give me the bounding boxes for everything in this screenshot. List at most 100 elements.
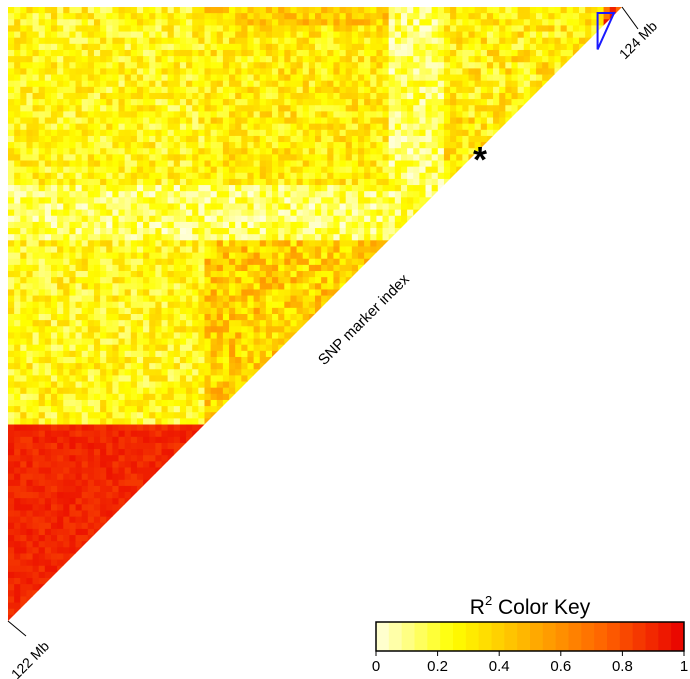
- heatmap-cell: [382, 37, 390, 45]
- heatmap-cell: [284, 332, 291, 339]
- heatmap-cell: [284, 271, 291, 278]
- heatmap-cell: [222, 332, 230, 339]
- heatmap-cell: [38, 541, 46, 548]
- heatmap-cell: [308, 191, 316, 198]
- heatmap-cell: [370, 221, 377, 229]
- heatmap-cell: [44, 117, 52, 125]
- heatmap-cell: [198, 338, 205, 346]
- heatmap-cell: [247, 258, 254, 266]
- heatmap-cell: [278, 277, 285, 284]
- heatmap-cell: [69, 105, 76, 112]
- heatmap-cell: [38, 7, 46, 14]
- heatmap-cell: [284, 49, 291, 57]
- heatmap-cell: [407, 92, 414, 100]
- heatmap-cell: [161, 332, 169, 339]
- heatmap-cell: [278, 31, 285, 39]
- heatmap-cell: [93, 7, 101, 14]
- heatmap-cell: [100, 148, 107, 155]
- heatmap-cell: [32, 166, 40, 174]
- heatmap-cell: [253, 369, 261, 376]
- heatmap-cell: [253, 185, 261, 192]
- heatmap-cell: [44, 203, 52, 211]
- heatmap-cell: [136, 332, 144, 339]
- heatmap-cell: [192, 258, 199, 266]
- heatmap-cell: [382, 111, 390, 118]
- heatmap-cell: [161, 301, 169, 309]
- heatmap-cell: [345, 191, 353, 198]
- heatmap-cell: [186, 92, 193, 100]
- heatmap-cell: [321, 7, 328, 14]
- heatmap-cell: [198, 105, 205, 112]
- heatmap-cell: [198, 92, 205, 100]
- heatmap-cell: [480, 74, 488, 82]
- heatmap-cell: [26, 393, 33, 401]
- heatmap-cell: [474, 86, 482, 94]
- heatmap-cell: [204, 92, 212, 100]
- heatmap-cell: [192, 228, 199, 235]
- heatmap-cell: [118, 430, 126, 438]
- heatmap-cell: [296, 178, 304, 186]
- heatmap-cell: [50, 436, 58, 444]
- heatmap-cell: [63, 43, 70, 51]
- heatmap-cell: [284, 258, 291, 266]
- heatmap-cell: [143, 356, 150, 364]
- heatmap-cell: [290, 37, 297, 45]
- heatmap-cell: [63, 123, 70, 131]
- heatmap-cell: [560, 19, 568, 26]
- heatmap-cell: [81, 424, 89, 432]
- heatmap-cell: [38, 332, 46, 339]
- heatmap-cell: [204, 62, 212, 69]
- heatmap-cell: [124, 430, 132, 438]
- heatmap-cell: [75, 430, 83, 438]
- heatmap-cell: [75, 13, 83, 20]
- heatmap-cell: [229, 43, 236, 51]
- heatmap-cell: [57, 461, 64, 468]
- heatmap-cell: [456, 25, 463, 32]
- heatmap-cell: [112, 172, 119, 180]
- heatmap-cell: [437, 25, 445, 32]
- heatmap-cell: [364, 240, 371, 247]
- heatmap-cell: [106, 393, 113, 401]
- heatmap-cell: [241, 363, 248, 370]
- heatmap-cell: [241, 203, 248, 211]
- heatmap-cell: [585, 13, 592, 20]
- heatmap-cell: [235, 203, 242, 211]
- heatmap-cell: [486, 86, 494, 94]
- heatmap-cell: [382, 166, 390, 174]
- heatmap-cell: [167, 442, 175, 450]
- heatmap-cell: [173, 375, 181, 382]
- heatmap-cell: [87, 92, 95, 100]
- heatmap-cell: [235, 295, 242, 303]
- heatmap-cell: [106, 356, 113, 364]
- heatmap-cell: [345, 258, 353, 266]
- heatmap-cell: [50, 412, 58, 419]
- heatmap-cell: [315, 25, 322, 32]
- heatmap-cell: [222, 178, 230, 186]
- heatmap-cell: [259, 185, 267, 192]
- heatmap-cell: [210, 31, 218, 39]
- heatmap-cell: [284, 37, 291, 45]
- heatmap-cell: [204, 43, 212, 51]
- heatmap-cell: [308, 154, 316, 161]
- heatmap-cell: [186, 123, 193, 131]
- heatmap-cell: [57, 406, 64, 413]
- heatmap-cell: [333, 258, 340, 266]
- heatmap-cell: [186, 314, 193, 321]
- heatmap-cell: [419, 172, 426, 180]
- heatmap-cell: [8, 289, 15, 296]
- heatmap-cell: [413, 135, 420, 143]
- heatmap-cell: [247, 105, 254, 112]
- heatmap-cell: [259, 203, 267, 211]
- heatmap-cell: [204, 99, 212, 106]
- heatmap-cell: [204, 105, 212, 112]
- heatmap-cell: [351, 19, 359, 26]
- heatmap-cell: [413, 74, 420, 82]
- heatmap-cell: [161, 215, 169, 223]
- heatmap-cell: [364, 258, 371, 266]
- heatmap-cell: [407, 203, 414, 211]
- heatmap-cell: [272, 68, 279, 75]
- heatmap-cell: [155, 178, 162, 186]
- heatmap-cell: [370, 25, 377, 32]
- heatmap-cell: [480, 92, 488, 100]
- heatmap-cell: [106, 301, 113, 309]
